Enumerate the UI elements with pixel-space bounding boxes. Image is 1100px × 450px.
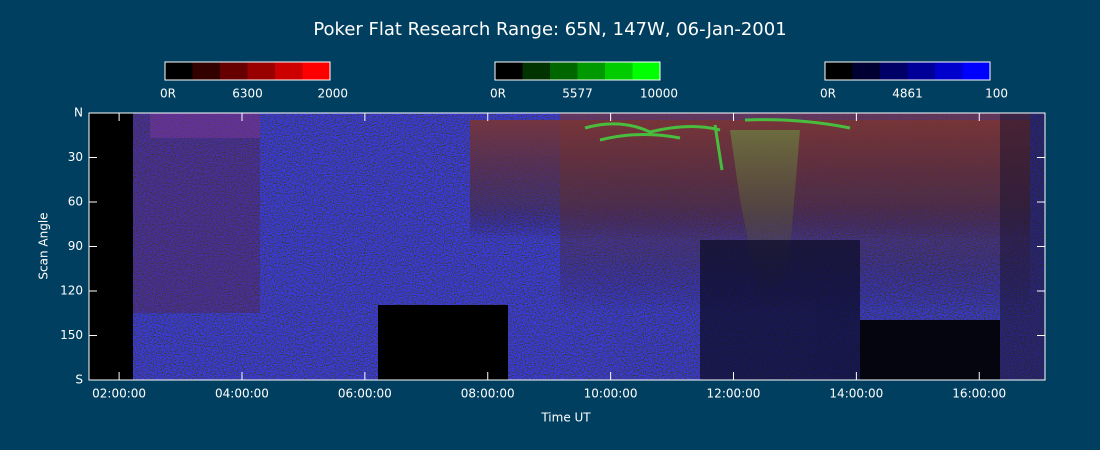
x-tick-label: 06:00:00 xyxy=(338,387,392,401)
x-tick-label: 16:00:00 xyxy=(952,387,1006,401)
colorbar-frame xyxy=(494,61,661,81)
colorbar-frame xyxy=(824,61,991,81)
colorbar-step xyxy=(935,62,963,80)
keogram-image xyxy=(89,113,1045,380)
colorbar-min: 0R xyxy=(820,87,836,101)
colorbar-step xyxy=(962,62,990,80)
colorbar-step xyxy=(605,62,633,80)
x-axis-label: Time UT xyxy=(540,411,591,425)
colorbar-step xyxy=(550,62,578,80)
y-tick-label: 150 xyxy=(60,328,83,342)
colorbar-wavelength: 4861 xyxy=(892,87,923,101)
x-tick-label: 08:00:00 xyxy=(461,387,515,401)
colorbar-max: 100 xyxy=(985,87,1008,101)
colorbar-min: 0R xyxy=(160,87,176,101)
colorbar-step xyxy=(302,62,330,80)
colorbar-max: 2000 xyxy=(317,87,348,101)
colorbar-step xyxy=(495,62,523,80)
colorbar-step xyxy=(275,62,303,80)
colorbar-step xyxy=(577,62,605,80)
y-tick-label: 90 xyxy=(68,239,83,253)
y-tick-label: 120 xyxy=(60,284,83,298)
x-tick-label: 14:00:00 xyxy=(829,387,883,401)
chart-title: Poker Flat Research Range: 65N, 147W, 06… xyxy=(313,19,786,40)
colorbar-step xyxy=(825,62,853,80)
colorbar-max: 10000 xyxy=(640,87,678,101)
colorbar-step xyxy=(852,62,880,80)
x-tick-label: 10:00:00 xyxy=(584,387,638,401)
colorbar-step xyxy=(632,62,660,80)
y-tick-label: N xyxy=(74,106,83,120)
x-tick-label: 04:00:00 xyxy=(215,387,269,401)
x-tick-label: 12:00:00 xyxy=(707,387,761,401)
x-tick-label: 02:00:00 xyxy=(92,387,146,401)
colorbar-step xyxy=(220,62,248,80)
colorbar-step xyxy=(192,62,220,80)
y-tick-label: S xyxy=(75,373,83,387)
colorbar-step xyxy=(165,62,193,80)
colorbar-wavelength: 5577 xyxy=(562,87,593,101)
colorbar-step xyxy=(907,62,935,80)
y-tick-label: 30 xyxy=(68,150,83,164)
colorbar-wavelength: 6300 xyxy=(232,87,263,101)
colorbar-frame xyxy=(164,61,331,81)
y-axis-label: Scan Angle xyxy=(37,212,51,279)
colorbar-min: 0R xyxy=(490,87,506,101)
colorbar-step xyxy=(247,62,275,80)
colorbar-step xyxy=(522,62,550,80)
y-tick-label: 60 xyxy=(68,195,83,209)
colorbar-step xyxy=(880,62,908,80)
